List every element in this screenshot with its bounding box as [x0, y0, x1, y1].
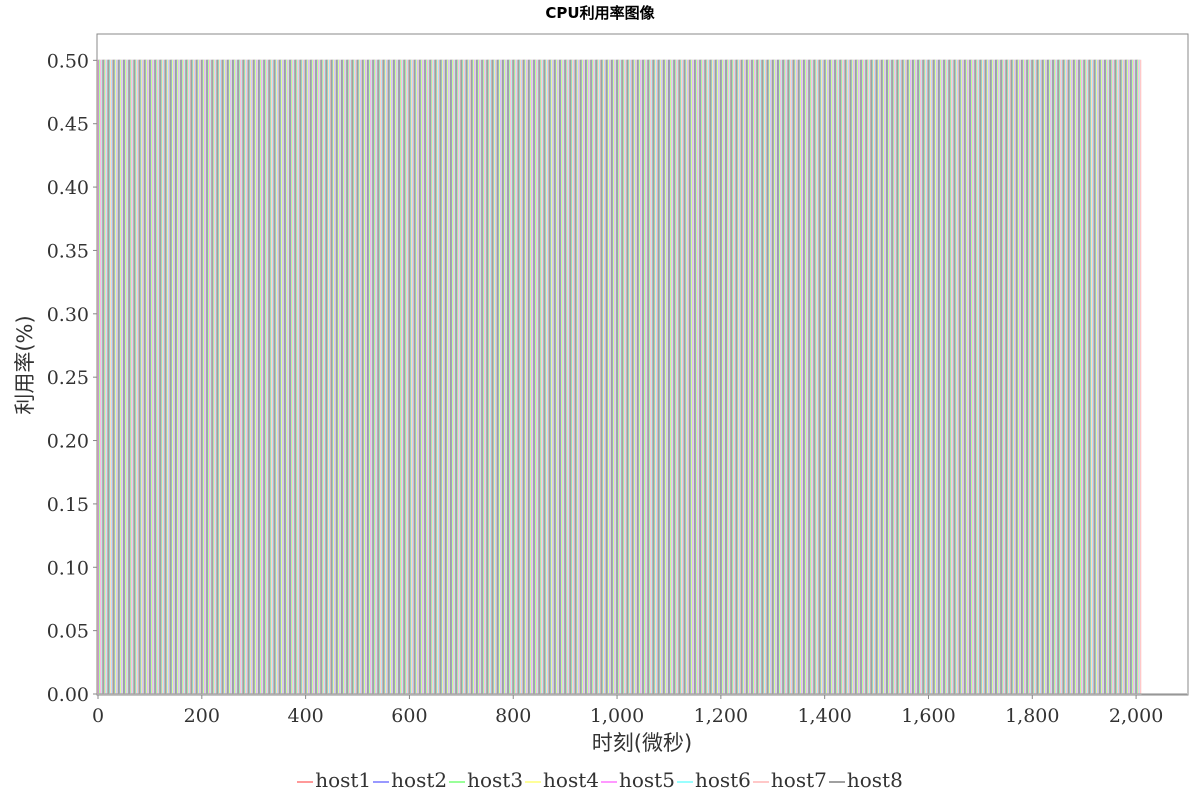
y-tick-label: 0.10	[47, 557, 89, 579]
y-tick-label: 0.25	[47, 367, 89, 389]
y-tick-label: 0.35	[47, 240, 89, 262]
x-tick-label: 1,000	[590, 705, 644, 727]
x-tick-label: 800	[495, 705, 531, 727]
x-tick-label: 200	[184, 705, 220, 727]
x-tick-label: 1,800	[1005, 705, 1059, 727]
legend-label: host2	[391, 768, 448, 792]
x-tick-label: 1,400	[797, 705, 851, 727]
series-lines	[97, 59, 1187, 695]
legend-item-host1: host1	[297, 768, 371, 792]
legend-item-host5: host5	[601, 768, 675, 792]
x-tick-label: 400	[287, 705, 323, 727]
x-axis-title: 时刻(微秒)	[592, 731, 692, 755]
x-tick-label: 1,200	[694, 705, 748, 727]
x-tick-label: 600	[391, 705, 427, 727]
y-axis-title: 利用率(%)	[13, 315, 37, 414]
y-tick-label: 0.40	[47, 177, 89, 199]
legend-swatch	[752, 780, 769, 783]
legend-label: host7	[770, 768, 827, 792]
y-tick-label: 0.05	[47, 621, 89, 643]
legend-item-host6: host6	[676, 768, 751, 792]
chart-title: CPU利用率图像	[545, 4, 655, 22]
legend-item-host8: host8	[828, 768, 903, 792]
y-axis: 0.00 0.05 0.10 0.15 0.20 0.25 0.30 0.35 0.40 0.45…	[47, 50, 97, 706]
x-tick-label: 0	[92, 705, 104, 727]
legend-swatch	[676, 780, 693, 783]
y-tick-label: 0.45	[47, 114, 89, 136]
legend-item-host2: host2	[373, 768, 447, 792]
legend-label: host5	[619, 768, 675, 792]
x-tick-label: 2,000	[1109, 705, 1163, 727]
legend-label: host6	[694, 768, 751, 792]
legend-swatch	[828, 780, 845, 783]
legend-item-host4: host4	[525, 768, 599, 792]
series-line-host8	[98, 59, 1142, 695]
legend-swatch	[525, 780, 542, 783]
y-tick-label: 0.50	[47, 50, 89, 72]
x-tick-label: 1,600	[901, 705, 955, 727]
legend-swatch	[297, 780, 314, 783]
legend-item-host7: host7	[752, 768, 827, 792]
legend-label: host8	[846, 768, 903, 792]
legend-swatch	[449, 780, 466, 783]
x-axis: 0 200 400 600 800 1,000 1,200 1,400 1,600 1,800 2,…	[92, 695, 1163, 727]
legend-label: host1	[315, 768, 372, 792]
legend-label: host4	[543, 768, 599, 792]
y-tick-label: 0.30	[47, 304, 89, 326]
y-tick-label: 0.20	[47, 431, 89, 453]
y-tick-label: 0.00	[47, 684, 89, 706]
legend: host1 host2 host3 host4 host5 host6 host7 host8	[0, 768, 1200, 792]
y-tick-label: 0.15	[47, 494, 89, 516]
legend-item-host3: host3	[449, 768, 523, 792]
legend-label: host3	[467, 768, 524, 792]
legend-swatch	[373, 780, 390, 783]
legend-swatch	[601, 780, 617, 783]
